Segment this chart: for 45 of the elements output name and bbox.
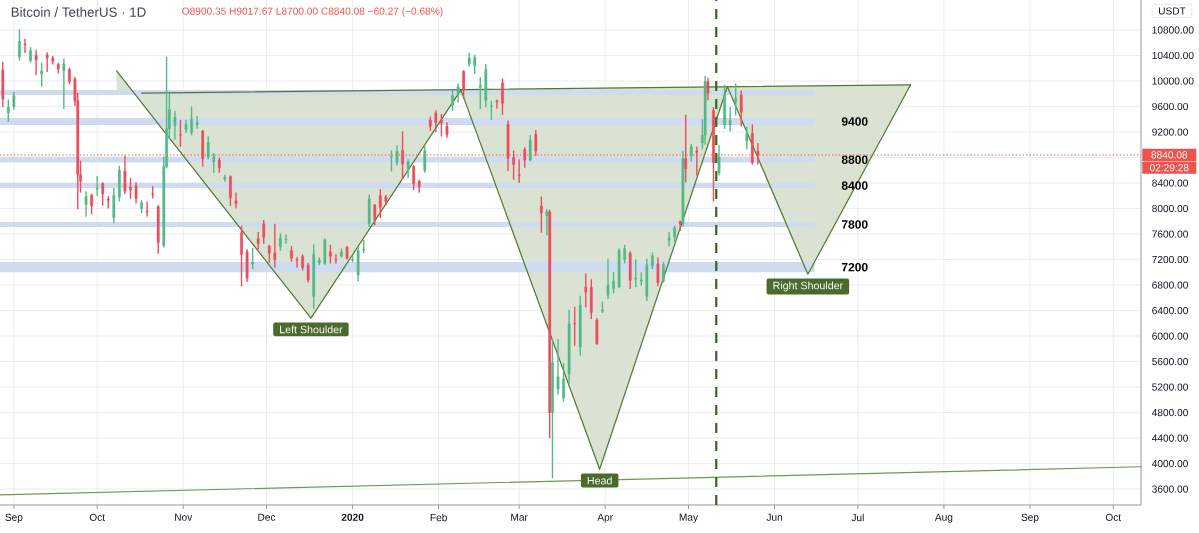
x-tick-label: 2020 — [341, 513, 364, 521]
y-tick-label: 10400.00 — [1152, 51, 1194, 60]
x-tick-label: Oct — [1105, 513, 1122, 521]
y-tick-label: 9600.00 — [1152, 102, 1188, 111]
y-axis-title: USDT — [1158, 7, 1186, 15]
y-tick-label: 6400.00 — [1152, 306, 1188, 315]
x-tick-label: Aug — [934, 513, 953, 523]
text: O8900.35 H9017.67 L8700.00 C8840.08 −60.27 (−0.68%) — [182, 7, 443, 17]
x-tick-label: May — [679, 513, 699, 523]
band-label: 7800 — [841, 220, 868, 229]
y-tick-label: 6800.00 — [1152, 281, 1188, 289]
y-tick-label: 3600.00 — [1152, 485, 1188, 493]
x-tick-label: Nov — [175, 513, 193, 521]
y-tick-label: 10800.00 — [1152, 26, 1194, 34]
x-tick-label: Jun — [766, 513, 783, 521]
x-tick-label: Feb — [430, 513, 447, 522]
x-tick-label: Mar — [511, 513, 528, 521]
y-tick-label: 5200.00 — [1152, 383, 1188, 391]
y-tick-label: 6000.00 — [1152, 332, 1188, 340]
y-tick-label: 9200.00 — [1152, 128, 1188, 136]
y-tick-label: 8000.00 — [1152, 204, 1188, 213]
x-tick-label: Oct — [89, 513, 105, 521]
band-label: 9400 — [841, 117, 868, 126]
annotation: Head — [587, 476, 612, 485]
x-tick-label: Jul — [851, 513, 864, 522]
y-tick-label: 5600.00 — [1152, 357, 1188, 366]
y-tick-label: 4000.00 — [1151, 459, 1188, 468]
ref-line-label: 8840.08 — [1151, 151, 1188, 159]
chart-title: Bitcoin / TetherUS · 1D — [11, 7, 146, 17]
band-label: 8400 — [841, 181, 868, 190]
y-tick-label: 7200.00 — [1152, 255, 1188, 264]
annotation: Left Shoulder — [280, 325, 343, 334]
x-tick-label: Dec — [258, 513, 276, 521]
x-tick-label: Sep — [1021, 513, 1039, 523]
y-tick-label: 4800.00 — [1151, 408, 1188, 417]
band-label: 7200 — [841, 262, 868, 272]
y-tick-label: 8400.00 — [1152, 179, 1188, 187]
band-label: 8800 — [841, 155, 868, 164]
y-tick-label: 10000.00 — [1152, 77, 1194, 85]
text: 02:29:28 — [1149, 164, 1189, 172]
annotation: Right Shoulder — [773, 281, 843, 292]
y-tick-label: 7600.00 — [1152, 230, 1188, 238]
x-tick-label: Apr — [597, 513, 613, 523]
x-tick-label: Sep — [5, 513, 23, 523]
y-tick-label: 4400.00 — [1151, 434, 1188, 442]
